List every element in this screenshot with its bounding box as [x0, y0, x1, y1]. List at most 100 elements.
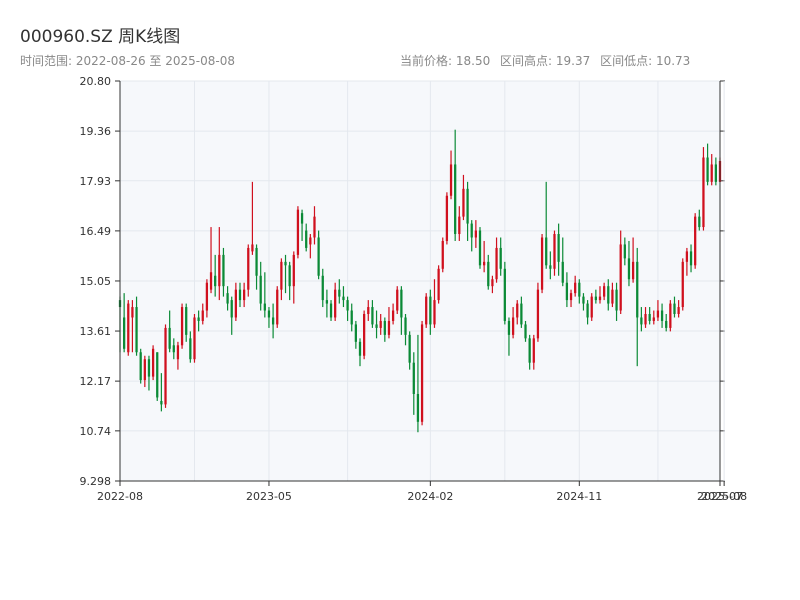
candle-body: [222, 254, 225, 287]
candle-body: [681, 261, 684, 308]
candle-body: [396, 289, 399, 311]
candle-body: [694, 216, 697, 266]
candle-body: [404, 317, 407, 335]
candle-body: [317, 237, 320, 276]
candle-body: [520, 303, 523, 325]
candle-body: [416, 393, 420, 422]
candle-body: [698, 216, 701, 228]
candle-body: [478, 230, 482, 266]
date-range-label: 时间范围: 2022-08-26 至 2025-08-08: [20, 54, 235, 68]
candle-body: [640, 317, 643, 325]
candle-body: [350, 310, 353, 325]
candle-body: [669, 303, 672, 328]
candle-body: [441, 240, 444, 269]
range-low-label: 区间低点: 10.73: [600, 54, 691, 68]
candle-body: [652, 317, 655, 321]
candle-body: [644, 314, 647, 325]
candle-body: [408, 334, 411, 363]
candle-body: [255, 247, 258, 276]
candle-body: [607, 286, 610, 304]
candle-body: [636, 261, 639, 318]
candle-body: [437, 268, 440, 301]
candle-body: [631, 261, 635, 280]
y-tick-label: 17.93: [80, 175, 112, 188]
x-tick-label: 2024-02: [407, 490, 453, 503]
candle-body: [230, 300, 233, 318]
x-tick-label: 2022-08: [97, 490, 143, 503]
candle-body: [209, 272, 213, 290]
candle-body: [358, 341, 362, 356]
candle-body: [168, 327, 171, 349]
candle-body: [305, 230, 308, 248]
candle-body: [172, 345, 175, 353]
candle-body: [387, 320, 391, 335]
candle-body: [271, 317, 275, 325]
candle-body: [247, 247, 250, 290]
candle-body: [288, 265, 291, 287]
candle-body: [321, 275, 324, 301]
page-title: 000960.SZ 周K线图: [20, 27, 181, 47]
candle-body: [623, 244, 626, 259]
candle-body: [495, 247, 498, 280]
y-tick-label: 12.17: [80, 375, 112, 388]
price-summary: 当前价格: 18.50 区间高点: 19.37 区间低点: 10.73: [400, 52, 696, 69]
candle-body: [528, 338, 531, 363]
candle-body: [578, 282, 581, 297]
candle-body: [603, 286, 606, 297]
candle-body: [296, 209, 300, 255]
candle-body: [483, 261, 486, 266]
candle-body: [590, 296, 593, 318]
candle-body: [516, 303, 519, 318]
candle-body: [656, 310, 660, 318]
range-high-label: 区间高点: 19.37: [500, 54, 591, 68]
candle-body: [127, 303, 130, 353]
candle-body: [151, 348, 155, 377]
candle-body: [276, 289, 279, 325]
candle-body: [582, 296, 585, 304]
candle-body: [156, 352, 159, 398]
candle-body: [660, 310, 664, 321]
candle-body: [313, 216, 316, 238]
y-tick-label: 16.49: [80, 225, 112, 238]
candle-body: [420, 324, 424, 422]
candle-body: [226, 293, 229, 304]
candle-body: [234, 289, 237, 318]
candle-body: [197, 317, 200, 321]
candle-body: [251, 244, 254, 252]
candle-body: [354, 324, 357, 342]
candle-body: [131, 307, 134, 318]
candle-body: [429, 296, 432, 325]
x-tick-label: 2025-07: [697, 490, 743, 503]
candle-body: [586, 303, 589, 318]
candle-body: [445, 195, 449, 241]
candle-body: [329, 303, 333, 318]
candle-body: [449, 164, 453, 196]
candle-body: [454, 164, 457, 235]
candle-body: [383, 320, 386, 335]
candle-body: [507, 320, 511, 335]
candle-body: [325, 300, 329, 304]
candle-body: [375, 324, 378, 328]
candle-body: [425, 296, 428, 325]
candle-body: [400, 289, 403, 318]
candle-body: [611, 289, 614, 304]
candle-body: [185, 307, 188, 335]
candle-body: [139, 352, 142, 381]
candle-body: [553, 234, 556, 269]
candle-body: [280, 261, 283, 290]
candle-body: [706, 157, 709, 182]
candle-body: [176, 345, 180, 360]
candle-body: [474, 230, 477, 238]
candle-body: [627, 258, 631, 280]
candle-body: [391, 310, 395, 321]
candle-body: [458, 216, 461, 235]
candle-body: [615, 289, 618, 311]
candle-body: [487, 261, 490, 287]
candle-body: [263, 303, 266, 311]
candle-body: [598, 296, 602, 301]
candle-body: [619, 244, 622, 311]
candle-body: [540, 237, 544, 290]
candle-body: [536, 289, 540, 339]
candle-body: [545, 237, 548, 266]
y-tick-label: 9.298: [80, 475, 112, 488]
